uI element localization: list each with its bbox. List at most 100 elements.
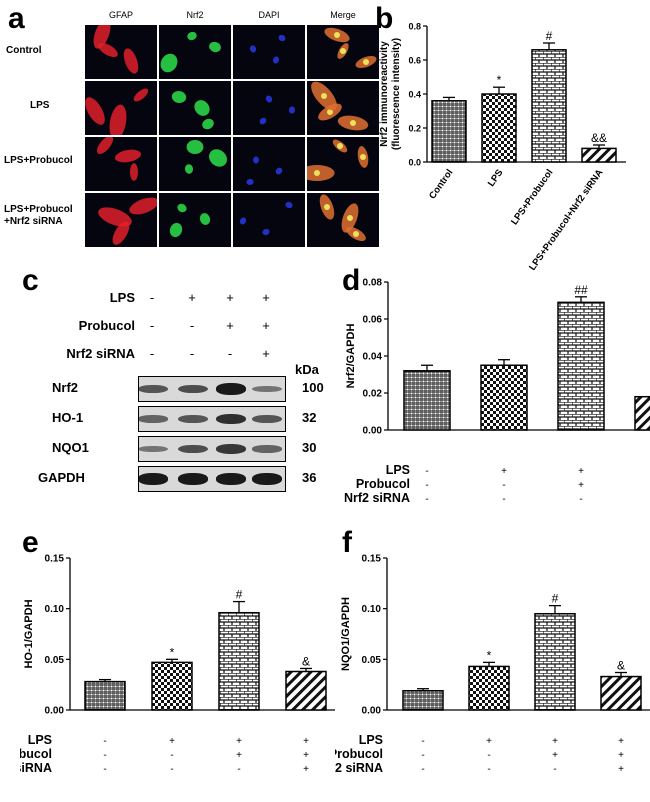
blot-label-nrf2: Nrf2	[52, 380, 79, 395]
wb-condition-sign: -	[149, 290, 155, 305]
condition-sign: +	[618, 764, 624, 775]
condition-sign: -	[103, 750, 106, 761]
condition-label: LPS	[386, 463, 410, 477]
y-tick-label: 0.00	[363, 426, 383, 437]
condition-sign: -	[170, 750, 173, 761]
condition-label: Nrf2 siRNA	[344, 491, 410, 505]
blot-band	[252, 385, 282, 393]
wb-condition-label: Nrf2 siRNA	[66, 346, 135, 361]
condition-sign: +	[578, 466, 584, 477]
micrograph-merge-row3	[307, 193, 379, 247]
wb-condition-sign: -	[149, 318, 155, 333]
bar	[634, 395, 650, 431]
wb-condition-sign: +	[262, 346, 270, 361]
bar	[402, 689, 444, 711]
micrograph-merge-row1	[307, 81, 379, 135]
significance-mark: &	[617, 659, 625, 673]
panel-label-f: f	[342, 526, 352, 559]
panel-label-e: e	[22, 526, 39, 559]
wb-condition-sign: -	[227, 346, 233, 361]
panel-label-b: b	[375, 2, 394, 35]
bar	[557, 301, 605, 431]
significance-mark: &	[302, 654, 310, 668]
wb-condition-sign: +	[226, 318, 234, 333]
condition-label: Probucol	[20, 747, 52, 761]
wb-condition-sign: -	[189, 346, 195, 361]
micrograph-merge-row2	[307, 137, 379, 191]
col-header-merge: Merge	[330, 10, 356, 20]
condition-sign: -	[502, 480, 505, 491]
y-tick-label: 0.15	[45, 554, 65, 565]
y-tick-label: 0.08	[363, 278, 383, 289]
condition-sign: -	[170, 764, 173, 775]
blot-strip-nqo1	[138, 436, 286, 462]
bar	[600, 675, 642, 711]
condition-label: Probucol	[356, 477, 410, 491]
blot-band	[139, 415, 168, 423]
wb-condition-sign: -	[189, 318, 195, 333]
micrograph-gfap-row3	[85, 193, 157, 247]
blot-band	[139, 384, 168, 394]
micrograph-dapi-row3	[233, 193, 305, 247]
micrograph-dapi-row2	[233, 137, 305, 191]
micrograph-nrf2-row1	[159, 81, 231, 135]
condition-label: LPS	[359, 733, 383, 747]
blot-strip-nrf2	[138, 376, 286, 402]
condition-sign: +	[169, 736, 175, 747]
y-tick-label: 0.10	[362, 604, 382, 615]
blot-band	[178, 414, 208, 424]
y-tick-label: 0.8	[408, 22, 421, 32]
blot-kda: 32	[302, 410, 317, 425]
blot-kda: 36	[302, 470, 317, 485]
row-label-lps: LPS	[30, 100, 50, 111]
blot-band	[178, 384, 208, 394]
x-category-label: LPS	[486, 167, 506, 188]
condition-sign: -	[487, 764, 490, 775]
blot-band	[178, 444, 208, 454]
y-tick-label: 0.0	[408, 158, 421, 168]
wb-condition-sign: -	[149, 346, 155, 361]
col-header-nrf2: Nrf2	[186, 10, 204, 20]
condition-label: Probucol	[335, 747, 383, 761]
wb-condition-sign: +	[262, 318, 270, 333]
condition-sign: -	[502, 494, 505, 505]
condition-sign: -	[487, 750, 490, 761]
condition-sign: -	[421, 750, 424, 761]
blot-band	[216, 413, 246, 425]
y-tick-label: 0.05	[362, 655, 382, 666]
blot-strip-gapdh	[138, 466, 286, 492]
condition-sign: -	[425, 494, 428, 505]
significance-mark: ##	[574, 283, 588, 297]
bar	[481, 93, 517, 163]
condition-sign: -	[425, 466, 428, 477]
blot-band	[252, 445, 282, 453]
condition-sign: +	[552, 750, 558, 761]
micrograph-gfap-row0	[85, 25, 157, 79]
chart-d: 0.000.020.040.060.08Nrf2/GAPDH##&&LPS-++…	[344, 278, 650, 505]
bar	[480, 364, 528, 431]
bar	[403, 370, 451, 431]
micrograph-nrf2-row0	[159, 25, 231, 79]
bar	[84, 680, 126, 711]
micrograph-dapi-row0	[233, 25, 305, 79]
condition-sign: +	[303, 764, 309, 775]
bar	[285, 670, 327, 711]
condition-sign: -	[103, 764, 106, 775]
chart-b: 0.0 0.2 0.4 0.6 0.8 Nrf2 immunoreactivity (flu…	[379, 22, 626, 270]
blot-label-ho-1: HO-1	[52, 410, 84, 425]
significance-mark: #	[546, 29, 553, 43]
condition-sign: -	[421, 764, 424, 775]
bar	[534, 612, 576, 711]
blot-band	[252, 414, 282, 424]
y-tick-label: 0.04	[363, 352, 383, 363]
condition-sign: -	[103, 736, 106, 747]
chart-f: 0.00 0.05 0.10 0.15 NQO1/GAPDH * # & LPS - + + + Prob…	[335, 554, 650, 775]
chart-e: 0.00 0.05 0.10 0.15 HO-1/GAPDH * # & LPS - + + + Prob…	[20, 554, 335, 775]
blot-band	[216, 473, 246, 485]
y-axis-label: Nrf2/GAPDH	[345, 324, 357, 389]
micrograph-dapi-row1	[233, 81, 305, 135]
x-category-label: LPS+Probucol	[509, 167, 555, 227]
condition-sign: +	[303, 750, 309, 761]
y-tick-label: 0.2	[408, 124, 421, 134]
condition-sign: +	[236, 736, 242, 747]
